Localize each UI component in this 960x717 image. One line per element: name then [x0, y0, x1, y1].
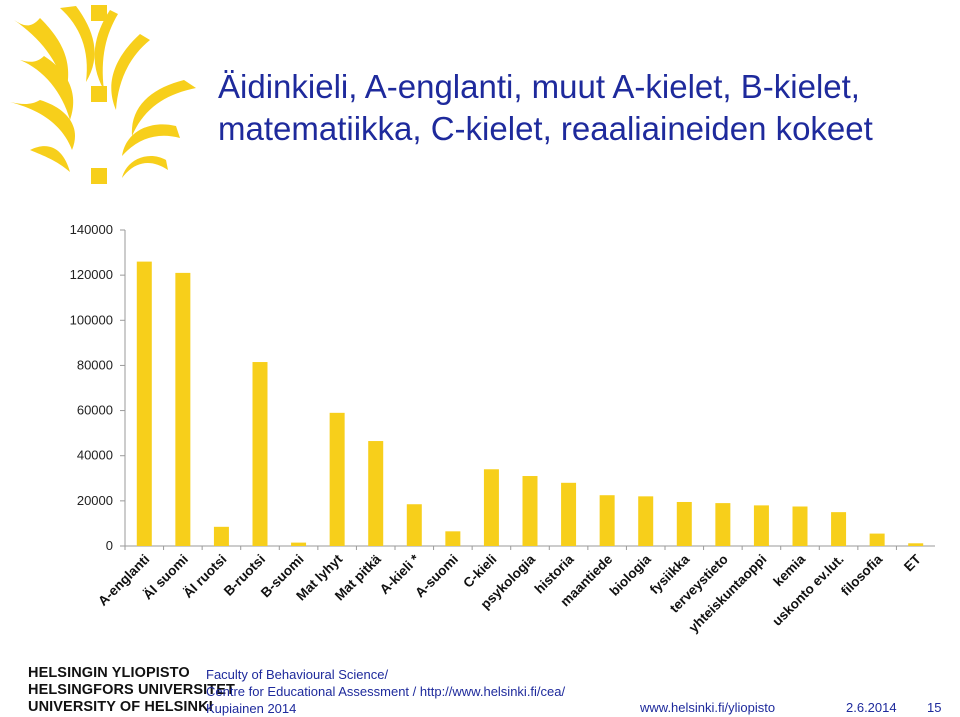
bar — [715, 503, 731, 546]
bar — [792, 506, 808, 546]
bar-chart: 0 20000 40000 60000 80000 100000 120000 140000 A… — [70, 222, 935, 635]
y-tick-label: 0 — [106, 538, 113, 553]
y-tick-label: 120000 — [70, 267, 113, 282]
category-label: ET — [901, 551, 924, 574]
y-tick-label: 140000 — [70, 222, 113, 237]
title-line-1: Äidinkieli, A-englanti, muut A-kielet, B… — [218, 68, 860, 105]
bar — [368, 441, 384, 546]
bar — [406, 504, 422, 546]
bar — [213, 526, 229, 546]
bar — [483, 469, 499, 546]
y-tick-label: 40000 — [77, 448, 113, 463]
footer-info: Faculty of Behavioural Science/ Centre f… — [206, 666, 565, 717]
bar — [908, 543, 924, 546]
bar — [599, 495, 615, 546]
footer-url[interactable]: www.helsinki.fi/yliopisto — [640, 700, 776, 715]
category-label: uskonto ev.lut. — [769, 552, 846, 629]
uni-name-swedish: HELSINGFORS UNIVERSITET — [28, 682, 235, 698]
bar — [136, 261, 152, 546]
bar — [291, 542, 307, 546]
y-tick-label: 20000 — [77, 493, 113, 508]
university-flame-logo — [10, 5, 196, 184]
bar — [831, 512, 847, 546]
category-label: biologia — [607, 551, 655, 599]
category-label: filosofia — [838, 551, 886, 599]
title-line-2: matematiikka, C-kielet, reaaliaineiden k… — [218, 110, 873, 147]
bar — [522, 476, 538, 546]
faculty-line: Faculty of Behavioural Science/ — [206, 667, 389, 682]
bar — [561, 482, 577, 546]
bar — [753, 505, 769, 546]
y-tick-label: 100000 — [70, 312, 113, 327]
category-label: A-englanti — [95, 552, 152, 609]
university-name: HELSINGIN YLIOPISTO HELSINGFORS UNIVERSI… — [28, 665, 235, 716]
category-label: A-suomi — [412, 552, 461, 601]
centre-line: Centre for Educational Assessment / http… — [206, 684, 566, 699]
uni-name-english: UNIVERSITY OF HELSINKI — [28, 699, 213, 715]
bar — [329, 412, 345, 546]
author-line: Kupiainen 2014 — [206, 701, 297, 716]
bar — [869, 533, 885, 546]
bar — [445, 531, 461, 546]
bar — [676, 501, 692, 546]
slide-title: Äidinkieli, A-englanti, muut A-kielet, B… — [218, 66, 938, 150]
page-number: 15 — [927, 700, 942, 715]
bar — [175, 272, 191, 546]
bar — [638, 496, 654, 546]
y-tick-label: 80000 — [77, 357, 113, 372]
y-tick-label: 60000 — [77, 403, 113, 418]
footer-date: 2.6.2014 — [846, 700, 897, 715]
bar — [252, 362, 268, 546]
uni-name-finnish: HELSINGIN YLIOPISTO — [28, 665, 190, 681]
